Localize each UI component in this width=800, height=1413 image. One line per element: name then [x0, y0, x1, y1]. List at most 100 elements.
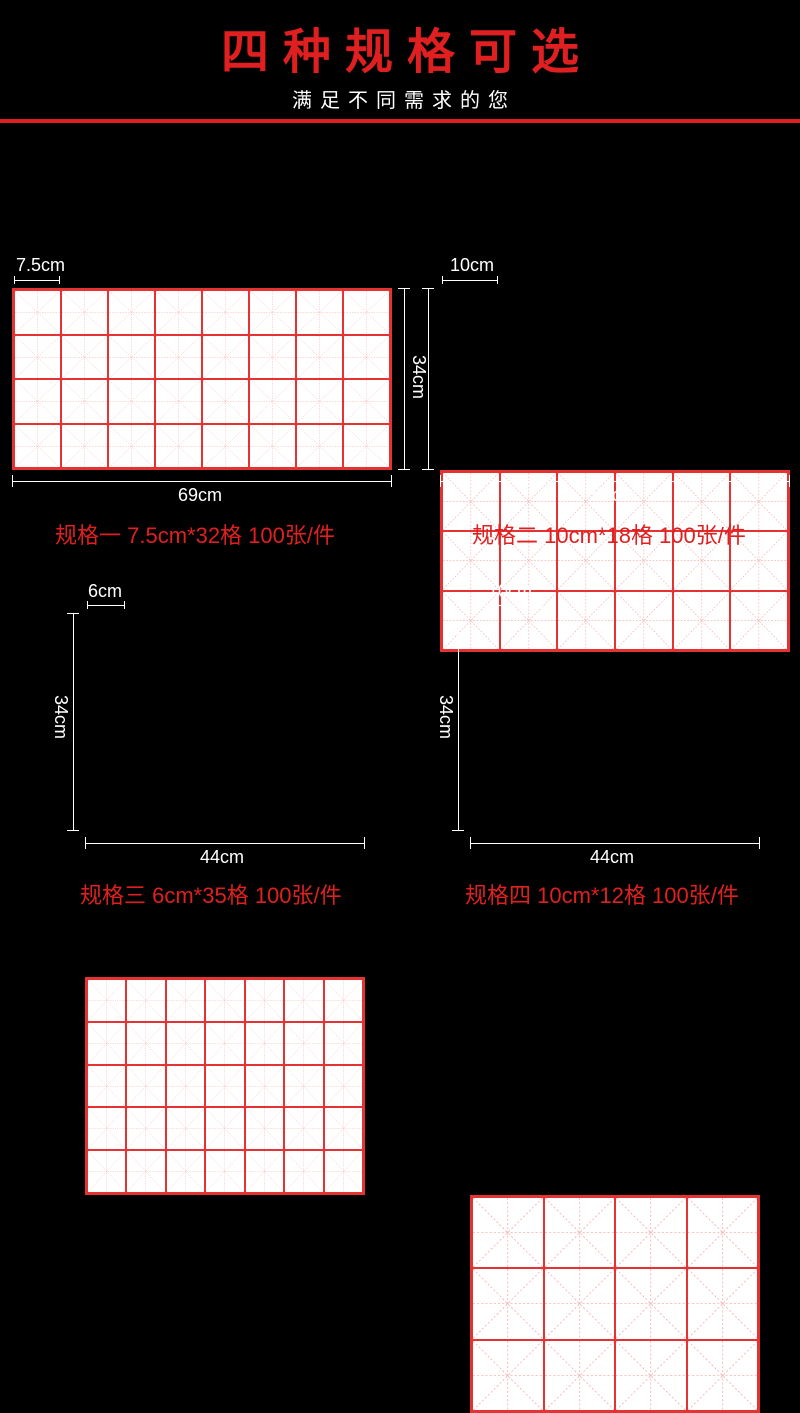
grid-cell — [108, 379, 155, 424]
grid-cell — [343, 335, 390, 380]
grid-cell — [155, 290, 202, 335]
grid-cell — [126, 979, 165, 1022]
spec-layout: 7.5cm 69cm 34cm 规格一 7.5cm*32格 100张/件 — [0, 123, 800, 923]
cell-size-label: 7.5cm — [16, 255, 65, 276]
grid-cell — [166, 1065, 205, 1108]
page-subtitle: 满足不同需求的您 — [0, 84, 800, 113]
grid-cell — [615, 1197, 687, 1268]
grid-cell — [205, 1150, 244, 1193]
grid-cell — [284, 979, 323, 1022]
grid-cell — [472, 1268, 544, 1339]
grid-cell — [615, 1340, 687, 1411]
grid-cell — [343, 290, 390, 335]
height-ruler — [404, 288, 405, 470]
grid-cell — [730, 591, 788, 650]
grid-cell — [343, 424, 390, 469]
grid-cell — [205, 1022, 244, 1065]
calligraphy-grid-spec4 — [470, 1195, 760, 1413]
width-label: 69cm — [178, 485, 222, 506]
grid-cell — [687, 1340, 759, 1411]
grid-cell — [61, 379, 108, 424]
grid-cell — [324, 1065, 363, 1108]
grid-cell — [166, 979, 205, 1022]
grid-cell — [61, 290, 108, 335]
grid-cell — [14, 424, 61, 469]
grid-cell — [166, 1022, 205, 1065]
grid-cell — [166, 1107, 205, 1150]
width-ruler — [470, 843, 760, 844]
grid-cell — [544, 1340, 616, 1411]
grid-cell — [284, 1107, 323, 1150]
width-ruler — [85, 843, 365, 844]
grid-cell — [87, 1065, 126, 1108]
cell-size-label: 10cm — [488, 581, 532, 602]
grid-cell — [205, 1065, 244, 1108]
grid-cell — [87, 1150, 126, 1193]
grid-cell — [615, 591, 673, 650]
height-label: 34cm — [435, 695, 456, 739]
grid-cell — [14, 290, 61, 335]
width-label: 69cm — [592, 485, 636, 506]
grid-cell — [108, 424, 155, 469]
grid-cell — [87, 1107, 126, 1150]
grid-cell — [296, 379, 343, 424]
grid-cell — [544, 1197, 616, 1268]
grid-cell — [249, 379, 296, 424]
grid-cell — [166, 1150, 205, 1193]
grid-cell — [61, 335, 108, 380]
height-label: 34cm — [50, 695, 71, 739]
height-ruler — [428, 288, 429, 470]
grid-cell — [324, 1022, 363, 1065]
grid-cell — [296, 290, 343, 335]
height-ruler — [458, 613, 459, 831]
cell-size-marker — [472, 605, 542, 606]
grid-cell — [108, 290, 155, 335]
grid-cell — [324, 1150, 363, 1193]
grid-cell — [284, 1065, 323, 1108]
grid-cell — [673, 591, 731, 650]
grid-cell — [202, 379, 249, 424]
grid-cell — [14, 335, 61, 380]
grid-cell — [205, 1107, 244, 1150]
cell-size-label: 10cm — [450, 255, 494, 276]
grid-cell — [14, 379, 61, 424]
grid-cell — [249, 424, 296, 469]
grid-cell — [615, 1268, 687, 1339]
header: 四种规格可选 满足不同需求的您 — [0, 0, 800, 123]
grid-cell — [61, 424, 108, 469]
spec-caption: 规格一 7.5cm*32格 100张/件 — [55, 518, 335, 550]
grid-cell — [472, 1340, 544, 1411]
grid-cell — [205, 979, 244, 1022]
grid-cell — [245, 979, 284, 1022]
grid-cell — [126, 1065, 165, 1108]
grid-cell — [155, 424, 202, 469]
grid-cell — [343, 379, 390, 424]
grid-cell — [202, 335, 249, 380]
cell-size-marker — [442, 280, 498, 281]
calligraphy-grid-spec3 — [85, 977, 365, 1195]
cell-size-marker — [14, 280, 60, 281]
grid-cell — [284, 1022, 323, 1065]
grid-cell — [87, 1022, 126, 1065]
width-label: 44cm — [590, 847, 634, 868]
grid-cell — [324, 979, 363, 1022]
grid-cell — [544, 1268, 616, 1339]
grid-cell — [557, 591, 615, 650]
grid-cell — [284, 1150, 323, 1193]
spec-caption: 规格四 10cm*12格 100张/件 — [465, 878, 739, 910]
grid-cell — [245, 1150, 284, 1193]
calligraphy-grid-spec1 — [12, 288, 392, 470]
grid-cell — [249, 335, 296, 380]
spec-caption: 规格三 6cm*35格 100张/件 — [80, 878, 342, 910]
height-label: 34cm — [408, 355, 429, 399]
grid-cell — [472, 1197, 544, 1268]
grid-cell — [108, 335, 155, 380]
page-title: 四种规格可选 — [0, 12, 800, 82]
grid-cell — [245, 1065, 284, 1108]
grid-cell — [245, 1107, 284, 1150]
cell-size-marker — [87, 605, 125, 606]
grid-cell — [126, 1022, 165, 1065]
spec-caption: 规格二 10cm*18格 100张/件 — [472, 518, 746, 550]
grid-cell — [296, 424, 343, 469]
grid-cell — [87, 979, 126, 1022]
